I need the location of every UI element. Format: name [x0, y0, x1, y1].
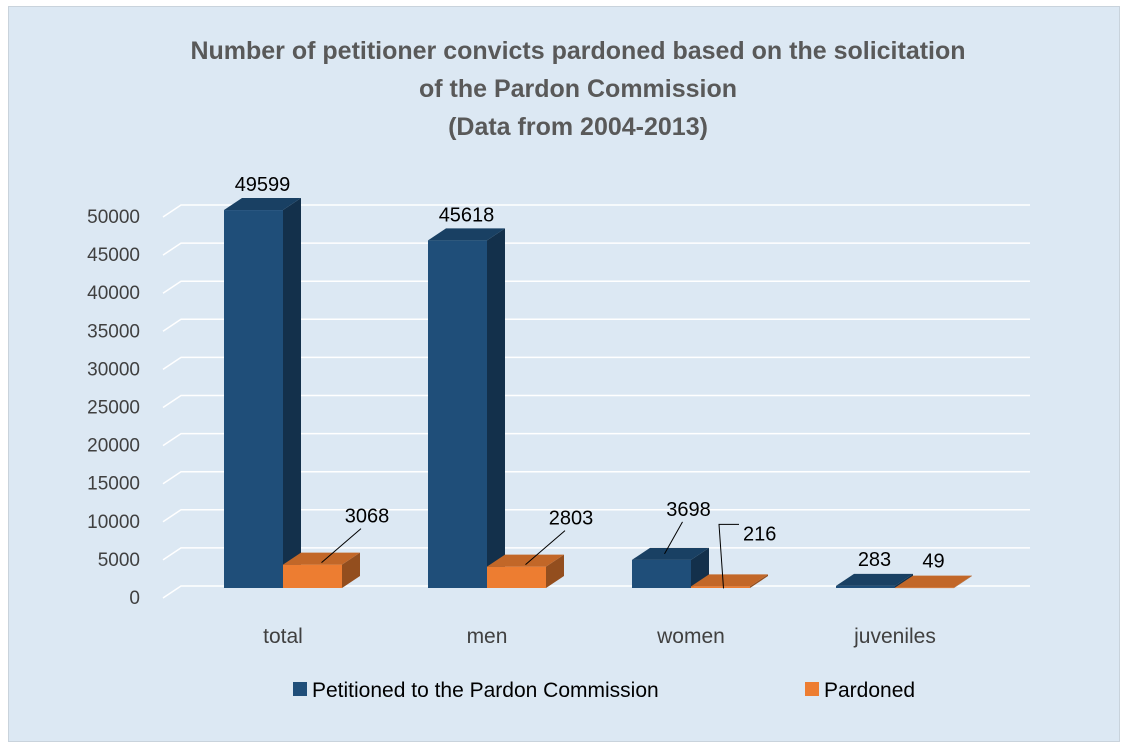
y-tick-label: 30000: [87, 359, 140, 380]
bar-petitioned: [224, 198, 301, 589]
y-tick-label: 45000: [87, 245, 140, 266]
chart-title-line-2: of the Pardon Commission: [419, 75, 737, 103]
leader-line: [664, 521, 683, 555]
gridline: [162, 204, 1030, 218]
bar-front-face: [487, 566, 546, 588]
leader-line: [718, 523, 739, 589]
bar-pardoned: [895, 575, 972, 589]
y-tick-label: 20000: [87, 436, 140, 457]
legend-label-petitioned: Petitioned to the Pardon Commission: [312, 679, 659, 702]
chart-title: Number of petitioner convicts pardoned b…: [190, 37, 965, 65]
bar-top-face: [836, 573, 913, 586]
y-tick-label: 40000: [87, 283, 140, 304]
data-label: 49: [922, 551, 944, 573]
x-tick-label: women: [656, 625, 725, 648]
legend-swatch-pardoned: [805, 682, 819, 696]
data-label: 3068: [345, 506, 390, 528]
bar-pardoned: [691, 574, 768, 588]
gridline: [162, 356, 1030, 371]
bar-petitioned: [836, 573, 913, 588]
bar-side-face: [487, 228, 505, 588]
x-axis: total men women juveniles: [263, 625, 936, 648]
bar-top-face: [487, 554, 564, 567]
y-tick-label: 25000: [87, 398, 140, 419]
leader-line: [321, 528, 362, 564]
bar-front-face: [632, 559, 691, 588]
bar-front-face: [283, 564, 342, 588]
chart-subtitle: (Data from 2004-2013): [448, 113, 708, 141]
data-label: 45618: [439, 204, 495, 226]
gridline: [162, 394, 1030, 409]
gridline: [162, 547, 1030, 561]
gridline: [162, 509, 1030, 523]
bar-top-face: [428, 228, 505, 241]
y-tick-label: 35000: [87, 321, 140, 342]
bar-top-face: [224, 198, 301, 211]
legend-swatch-petitioned: [293, 682, 307, 696]
bar-top-face: [632, 547, 709, 560]
bar-top-face: [283, 552, 360, 565]
bar-front-face: [836, 585, 895, 588]
y-axis: 0 5000 10000 15000 20000 25000 30000 35000 40000…: [87, 207, 140, 609]
gridline: [162, 280, 1030, 294]
bar-side-face: [342, 552, 360, 588]
bar-front-face: [224, 210, 283, 589]
y-tick-label: 10000: [87, 512, 140, 533]
bar-petitioned: [428, 228, 505, 588]
bar-petitioned: [632, 547, 709, 588]
bar-top-face: [691, 574, 768, 587]
data-label: 3698: [666, 499, 711, 521]
gridline: [162, 318, 1030, 332]
data-label: 2803: [549, 508, 594, 530]
bar-front-face: [895, 587, 954, 589]
data-label: 283: [858, 549, 891, 571]
x-tick-label: total: [263, 625, 303, 648]
bar-pardoned: [283, 552, 360, 588]
x-tick-label: men: [467, 625, 508, 648]
gridline: [162, 470, 1030, 485]
legend: Petitioned to the Pardon Commission Pard…: [293, 679, 915, 702]
data-labels: 49599 3068 45618 2803 3698 216 283 49: [235, 174, 945, 589]
bar-top-face: [895, 575, 972, 588]
bar-side-face: [750, 574, 768, 588]
bar-front-face: [428, 240, 487, 588]
bar-side-face: [954, 575, 972, 588]
bar-pardoned: [487, 554, 564, 588]
x-tick-label: juveniles: [853, 625, 936, 648]
legend-label-pardoned: Pardoned: [824, 679, 915, 702]
bar-side-face: [283, 198, 301, 589]
leader-line: [525, 530, 566, 566]
bars: [224, 198, 972, 589]
gridline: [162, 432, 1030, 447]
gridline: [162, 242, 1030, 256]
chart-area: [8, 6, 1120, 742]
y-tick-label: 0: [129, 588, 140, 609]
data-label: 49599: [235, 174, 291, 196]
y-tick-label: 50000: [87, 207, 140, 228]
y-tick-label: 15000: [87, 474, 140, 495]
y-tick-label: 5000: [98, 550, 140, 571]
bar-side-face: [546, 554, 564, 588]
data-label: 216: [743, 523, 776, 545]
bar-front-face: [691, 586, 750, 588]
bar-side-face: [895, 573, 913, 588]
